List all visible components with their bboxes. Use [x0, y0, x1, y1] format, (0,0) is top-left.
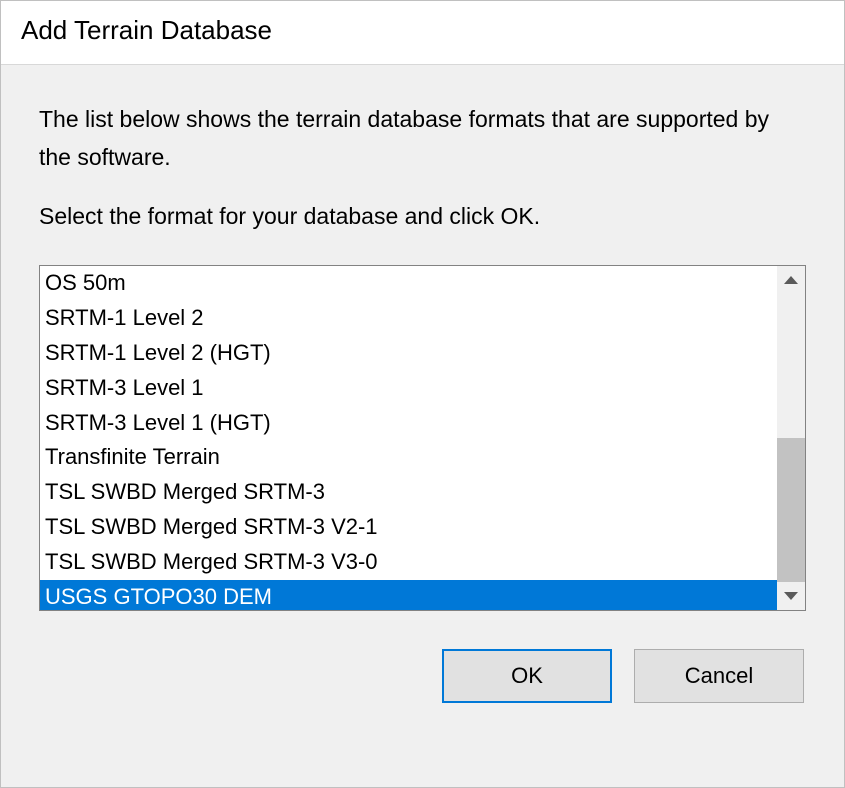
- list-item[interactable]: SRTM-1 Level 2 (HGT): [40, 336, 777, 371]
- list-item[interactable]: TSL SWBD Merged SRTM-3: [40, 475, 777, 510]
- scroll-down-button[interactable]: [777, 582, 805, 610]
- ok-button[interactable]: OK: [442, 649, 612, 703]
- chevron-up-icon: [784, 276, 798, 284]
- list-item[interactable]: USGS GTOPO30 DEM: [40, 580, 777, 611]
- chevron-down-icon: [784, 592, 798, 600]
- title-bar: Add Terrain Database: [1, 1, 844, 65]
- listbox-viewport: OS 50mSRTM-1 Level 2SRTM-1 Level 2 (HGT)…: [40, 266, 777, 610]
- scroll-thumb[interactable]: [777, 438, 805, 582]
- add-terrain-database-dialog: Add Terrain Database The list below show…: [0, 0, 845, 788]
- list-item[interactable]: TSL SWBD Merged SRTM-3 V2-1: [40, 510, 777, 545]
- list-item[interactable]: Transfinite Terrain: [40, 440, 777, 475]
- list-item[interactable]: OS 50m: [40, 266, 777, 301]
- instruction-text-1: The list below shows the terrain databas…: [39, 101, 806, 177]
- format-listbox[interactable]: OS 50mSRTM-1 Level 2SRTM-1 Level 2 (HGT)…: [39, 265, 806, 611]
- scroll-up-button[interactable]: [777, 266, 805, 294]
- list-item[interactable]: TSL SWBD Merged SRTM-3 V3-0: [40, 545, 777, 580]
- dialog-title: Add Terrain Database: [21, 15, 824, 46]
- cancel-button[interactable]: Cancel: [634, 649, 804, 703]
- instruction-text-2: Select the format for your database and …: [39, 199, 806, 234]
- scroll-track[interactable]: [777, 294, 805, 582]
- list-item[interactable]: SRTM-3 Level 1: [40, 371, 777, 406]
- button-row: OK Cancel: [39, 649, 806, 703]
- vertical-scrollbar[interactable]: [777, 266, 805, 610]
- list-item[interactable]: SRTM-3 Level 1 (HGT): [40, 406, 777, 441]
- content-area: The list below shows the terrain databas…: [1, 65, 844, 787]
- list-item[interactable]: SRTM-1 Level 2: [40, 301, 777, 336]
